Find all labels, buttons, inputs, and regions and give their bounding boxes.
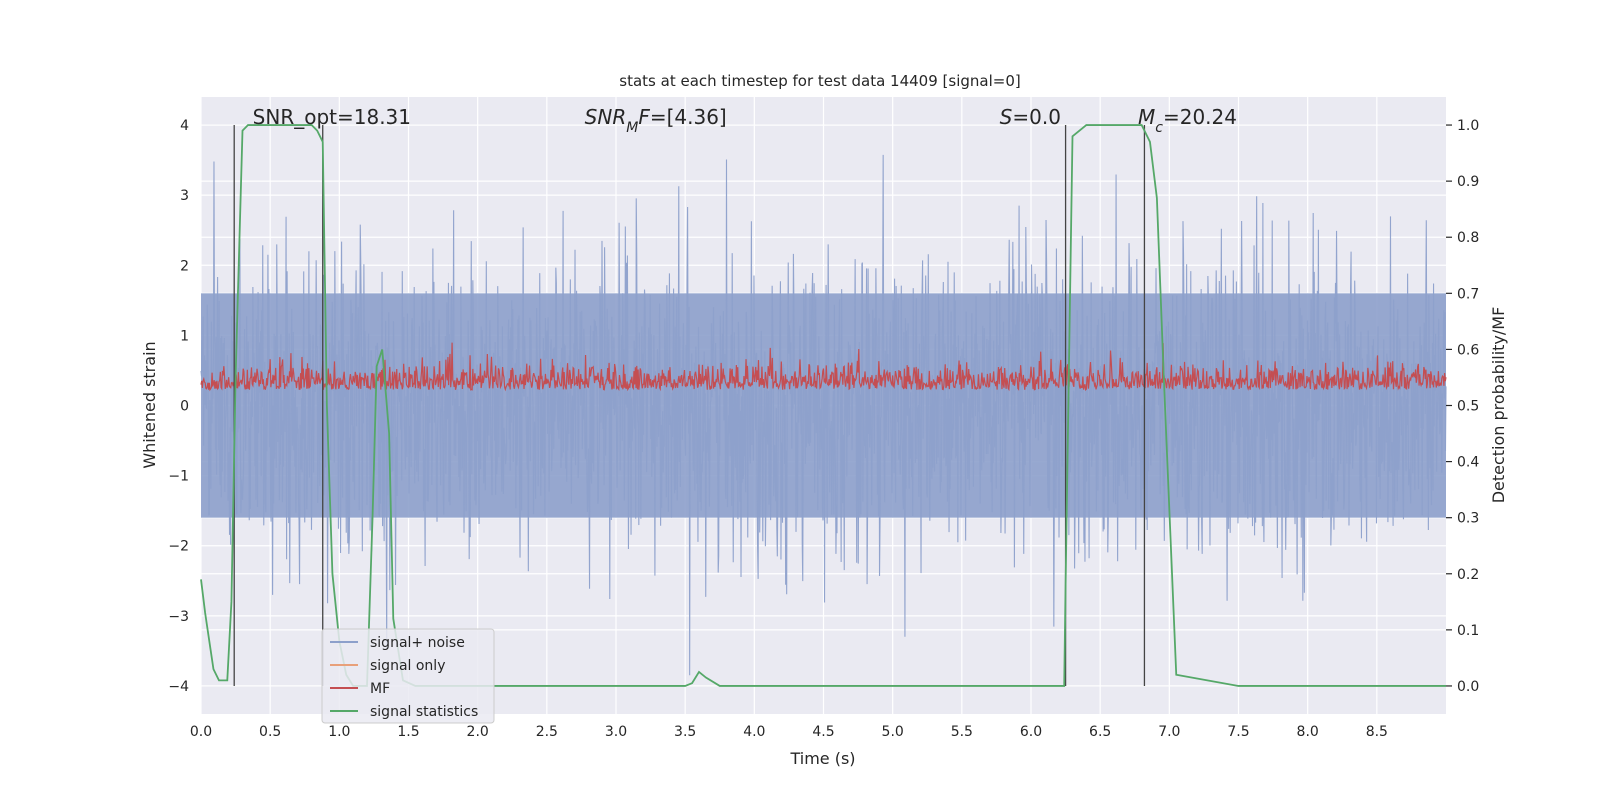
x-tick-label: 7.0: [1158, 724, 1180, 740]
x-tick-label: 4.0: [743, 724, 765, 740]
y2-tick-label: 0.8: [1457, 230, 1479, 246]
x-tick-label: 0.0: [190, 724, 212, 740]
y-tick-label: 3: [180, 188, 189, 204]
annotation: S=0.0: [1000, 105, 1061, 129]
x-tick-label: 2.0: [467, 724, 489, 740]
y2-tick-label: 0.9: [1457, 174, 1479, 190]
x-tick-label: 0.5: [259, 724, 281, 740]
annotation: SNRMF=[4.36]: [585, 105, 727, 136]
annotations: SNR_opt=18.31 SNRMF=[4.36] S=0.0 Mc=20.24: [253, 105, 1237, 136]
y2-tick-label: 0.1: [1457, 623, 1479, 639]
legend-box: [321, 628, 495, 724]
y-axis-label: Whitened strain: [140, 341, 159, 468]
y2-tick-label: 0.3: [1457, 511, 1479, 527]
legend-label: MF: [370, 681, 390, 697]
legend: signal+ noise signal only MF signal statist…: [321, 628, 495, 724]
y2-tick-label: 0.6: [1457, 342, 1479, 358]
x-tick-label: 7.5: [1227, 724, 1249, 740]
y-tick-label: 4: [180, 118, 189, 134]
chart-title: stats at each timestep for test data 144…: [619, 72, 1020, 90]
x-tick-label: 3.5: [674, 724, 696, 740]
annotation: SNR_opt=18.31: [253, 105, 411, 129]
y-tick-label: 0: [180, 399, 189, 415]
y-tick-label: 2: [180, 258, 189, 274]
x-tick-label: 6.0: [1020, 724, 1042, 740]
y-axis-right: 0.0 0.1 0.2 0.3 0.4 0.5 0.6 0.7 0.8 0.9 1.0: [1446, 118, 1479, 695]
x-axis-label: Time (s): [789, 749, 855, 768]
y2-tick-label: 0.0: [1457, 679, 1479, 695]
x-tick-label: 8.5: [1366, 724, 1388, 740]
y2-tick-label: 1.0: [1457, 118, 1479, 134]
y-tick-label: −4: [168, 679, 189, 695]
signal-noise-series: [200, 154, 1447, 676]
x-tick-label: 1.0: [328, 724, 350, 740]
y2-tick-label: 0.4: [1457, 455, 1479, 471]
y-tick-label: −2: [168, 539, 189, 555]
y2-tick-label: 0.5: [1457, 399, 1479, 415]
y2-axis-label: Detection probability/MF: [1489, 307, 1508, 504]
x-tick-label: 6.5: [1089, 724, 1111, 740]
legend-label: signal only: [370, 658, 445, 674]
y2-tick-label: 0.7: [1457, 286, 1479, 302]
legend-label: signal statistics: [370, 704, 478, 720]
y-axis-left: −4 −3 −2 −1 0 1 2 3 4: [168, 118, 189, 695]
x-tick-label: 1.5: [397, 724, 419, 740]
annotation: Mc=20.24: [1138, 105, 1237, 136]
y-tick-label: 1: [180, 328, 189, 344]
x-tick-label: 8.0: [1297, 724, 1319, 740]
mf-series: [200, 342, 1447, 392]
x-tick-label: 3.0: [605, 724, 627, 740]
x-tick-label: 4.5: [812, 724, 834, 740]
legend-label: signal+ noise: [370, 635, 465, 651]
y2-tick-label: 0.2: [1457, 567, 1479, 583]
x-tick-label: 2.5: [536, 724, 558, 740]
x-tick-label: 5.0: [882, 724, 904, 740]
y-tick-label: −3: [168, 609, 189, 625]
x-tick-label: 5.5: [951, 724, 973, 740]
x-axis: 0.0 0.5 1.0 1.5 2.0 2.5 3.0 3.5 4.0 4.5 5.0 5.5 6.0 6…: [190, 724, 1388, 740]
mf-line: [200, 342, 1447, 392]
y-tick-label: −1: [168, 469, 189, 485]
